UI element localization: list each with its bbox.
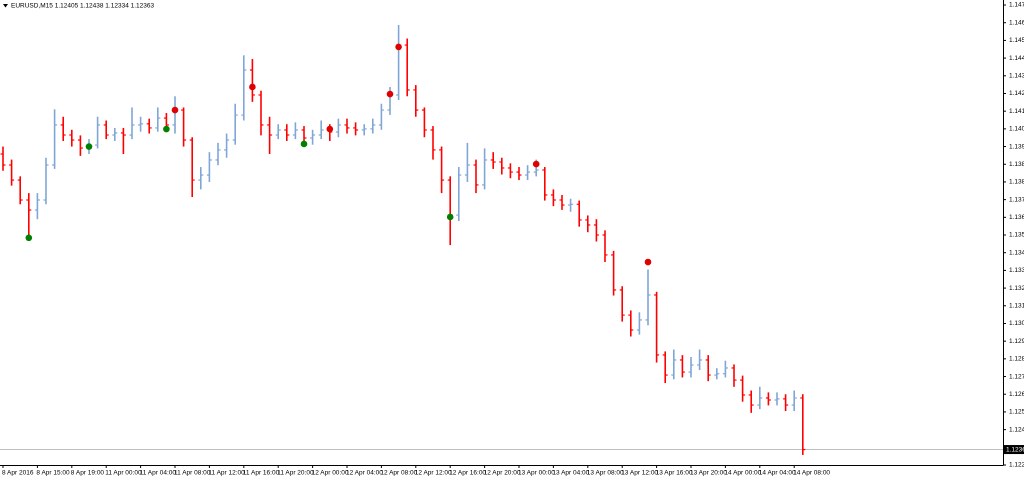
- x-tick-label: 12 Apr 08:00: [380, 470, 417, 477]
- y-tick-label: 1.13705: [1009, 196, 1024, 203]
- y-tick-label: 1.13135: [1009, 302, 1024, 309]
- y-tick-label: 1.13230: [1009, 285, 1024, 292]
- y-tick-label: 1.14370: [1009, 73, 1024, 80]
- x-tick-label: 11 Apr 20:00: [277, 470, 314, 477]
- x-tick-label: 13 Apr 00:00: [518, 470, 555, 477]
- y-tick-label: 1.14560: [1009, 37, 1024, 44]
- x-tick-label: 13 Apr 04:00: [552, 470, 589, 477]
- y-tick-label: 1.12565: [1009, 409, 1024, 416]
- y-tick-label: 1.12755: [1009, 373, 1024, 380]
- chart-header: EURUSD,M15 1.12405 1.12438 1.12334 1.123…: [11, 3, 154, 10]
- x-tick-label: 8 Apr 2016: [2, 470, 34, 477]
- y-tick-label: 1.14750: [1009, 2, 1024, 9]
- signal-marker: [85, 143, 93, 150]
- x-tick-label: 11 Apr 12:00: [208, 470, 245, 477]
- y-tick-label: 1.13420: [1009, 249, 1024, 256]
- signal-marker: [163, 125, 170, 133]
- signal-marker: [326, 125, 334, 133]
- x-tick-label: 12 Apr 04:00: [346, 470, 383, 477]
- x-tick-label: 14 Apr 00:00: [724, 470, 761, 477]
- x-tick-label: 12 Apr 00:00: [312, 470, 349, 477]
- y-tick-label: 1.13040: [1009, 320, 1024, 327]
- y-tick-label: 1.14180: [1009, 108, 1024, 115]
- x-tick-label: 12 Apr 12:00: [415, 470, 452, 477]
- last-price-tag: [1004, 445, 1024, 455]
- x-tick-label: 11 Apr 04:00: [140, 470, 177, 477]
- x-tick-label: 13 Apr 12:00: [621, 470, 658, 477]
- y-tick-label: 1.13895: [1009, 161, 1024, 168]
- signal-marker: [25, 234, 33, 242]
- y-tick-label: 1.13325: [1009, 267, 1024, 274]
- last-price-label: 1.12363: [1006, 446, 1024, 453]
- y-tick-label: 1.12850: [1009, 356, 1024, 363]
- y-tick-label: 1.12280: [1009, 462, 1024, 469]
- x-tick-label: 12 Apr 20:00: [484, 470, 521, 477]
- x-tick-label: 8 Apr 19:00: [71, 470, 105, 477]
- signal-marker: [171, 106, 179, 114]
- signal-marker: [300, 140, 308, 148]
- y-tick-label: 1.14655: [1009, 19, 1024, 26]
- x-tick-label: 14 Apr 04:00: [759, 470, 796, 477]
- y-tick-label: 1.14085: [1009, 126, 1024, 133]
- signal-marker: [446, 213, 454, 221]
- signal-marker: [395, 43, 402, 51]
- y-tick-label: 1.12660: [1009, 391, 1024, 398]
- y-tick-label: 1.14275: [1009, 90, 1024, 97]
- menu-arrow[interactable]: [3, 4, 8, 8]
- signal-marker: [532, 160, 540, 168]
- signal-marker: [249, 83, 256, 91]
- x-tick-label: 12 Apr 16:00: [449, 470, 486, 477]
- y-tick-label: 1.12945: [1009, 338, 1024, 345]
- x-tick-label: 13 Apr 20:00: [690, 470, 727, 477]
- y-tick-label: 1.14465: [1009, 55, 1024, 62]
- x-tick-label: 14 Apr 08:00: [793, 470, 830, 477]
- y-tick-label: 1.13990: [1009, 143, 1024, 150]
- x-tick-label: 11 Apr 00:00: [105, 470, 142, 477]
- y-tick-label: 1.13610: [1009, 214, 1024, 221]
- y-tick-label: 1.13800: [1009, 179, 1024, 186]
- y-tick-label: 1.13515: [1009, 232, 1024, 239]
- x-tick-label: 13 Apr 16:00: [656, 470, 693, 477]
- plot-area: [0, 24, 1003, 455]
- x-tick-label: 11 Apr 16:00: [243, 470, 280, 477]
- x-tick-label: 8 Apr 15:00: [36, 470, 70, 477]
- signal-marker: [386, 90, 394, 98]
- x-tick-label: 13 Apr 08:00: [587, 470, 624, 477]
- x-tick-label: 11 Apr 08:00: [174, 470, 211, 477]
- signal-marker: [644, 258, 652, 266]
- y-tick-label: 1.12470: [1009, 426, 1024, 433]
